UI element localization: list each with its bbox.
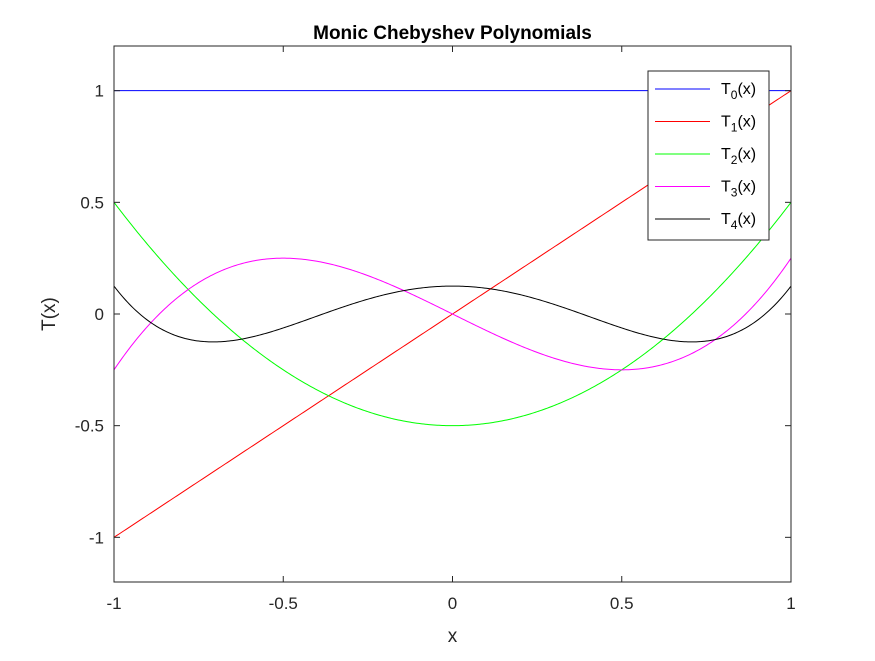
- x-tick-label: 1: [786, 594, 795, 613]
- legend-label-T1: T1(x): [721, 114, 756, 135]
- y-tick-label: -1: [89, 528, 104, 547]
- legend-box: [647, 70, 770, 241]
- y-axis-label: T(x): [39, 297, 60, 331]
- x-tick-label: -1: [106, 594, 121, 613]
- x-axis-label: x: [448, 626, 458, 647]
- series-line-T4: [113, 285, 792, 343]
- x-tick-label: -0.5: [269, 594, 298, 613]
- y-tick-label: -0.5: [75, 417, 104, 436]
- x-tick-label: 0: [448, 594, 457, 613]
- chart-title: Monic Chebyshev Polynomials: [313, 23, 592, 44]
- series-line-T2: [113, 202, 792, 427]
- series-line-T3: [113, 257, 792, 371]
- legend-label-T2: T2(x): [721, 146, 756, 167]
- y-tick-label: 0.5: [80, 193, 104, 212]
- x-tick-label: 0.5: [610, 594, 634, 613]
- y-tick-label: 0: [95, 305, 104, 324]
- y-tick-label: 1: [95, 82, 104, 101]
- legend-label-T4: T4(x): [721, 211, 756, 232]
- legend-label-T0: T0(x): [721, 81, 756, 102]
- legend-label-T3: T3(x): [721, 179, 756, 200]
